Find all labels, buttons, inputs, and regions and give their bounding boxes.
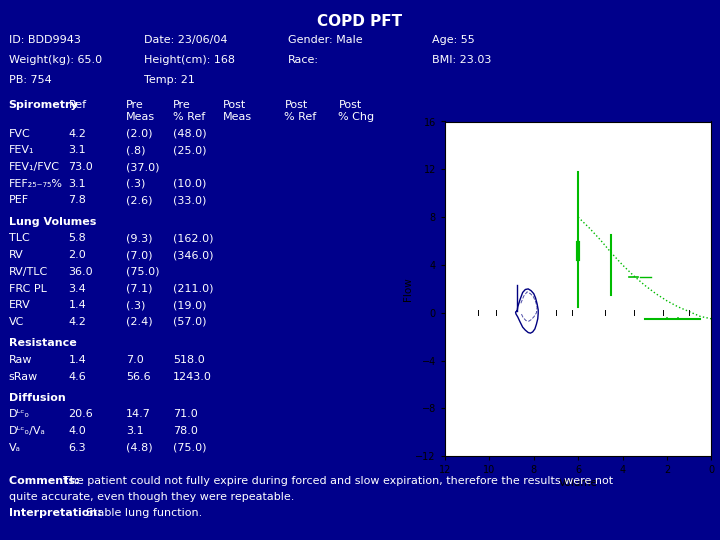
Text: (57.0): (57.0) bbox=[173, 317, 207, 327]
Text: FEV₁: FEV₁ bbox=[9, 145, 34, 156]
Text: 14.7: 14.7 bbox=[126, 409, 151, 420]
Text: (346.0): (346.0) bbox=[173, 250, 213, 260]
Text: (75.0): (75.0) bbox=[173, 443, 207, 453]
Text: 6.3: 6.3 bbox=[68, 443, 86, 453]
Text: Gender: Male: Gender: Male bbox=[288, 35, 363, 45]
Text: FRC PL: FRC PL bbox=[9, 284, 47, 294]
Text: (2.0): (2.0) bbox=[126, 129, 153, 139]
Text: 518.0: 518.0 bbox=[173, 355, 204, 365]
Text: % Chg: % Chg bbox=[338, 112, 374, 122]
Text: FEV₁/FVC: FEV₁/FVC bbox=[9, 162, 60, 172]
Text: Post: Post bbox=[338, 100, 361, 110]
Text: Pre: Pre bbox=[126, 100, 144, 110]
Text: Date: 23/06/04: Date: 23/06/04 bbox=[144, 35, 228, 45]
Text: 71.0: 71.0 bbox=[173, 409, 197, 420]
X-axis label: Volume: Volume bbox=[559, 478, 598, 488]
Text: Pre: Pre bbox=[173, 100, 191, 110]
Text: BMI: 23.03: BMI: 23.03 bbox=[432, 55, 491, 65]
Text: (211.0): (211.0) bbox=[173, 284, 213, 294]
Text: Spirometry: Spirometry bbox=[9, 100, 78, 110]
Text: (7.0): (7.0) bbox=[126, 250, 153, 260]
Text: (2.4): (2.4) bbox=[126, 317, 153, 327]
Text: 3.1: 3.1 bbox=[68, 145, 86, 156]
Text: (9.3): (9.3) bbox=[126, 233, 153, 244]
Text: 4.2: 4.2 bbox=[68, 317, 86, 327]
Text: RV: RV bbox=[9, 250, 23, 260]
Text: ID: BDD9943: ID: BDD9943 bbox=[9, 35, 81, 45]
Text: Dᴸᶜₒ/Vₐ: Dᴸᶜₒ/Vₐ bbox=[9, 426, 45, 436]
Text: 3.1: 3.1 bbox=[68, 179, 86, 189]
Text: 20.6: 20.6 bbox=[68, 409, 93, 420]
Text: sRaw: sRaw bbox=[9, 372, 38, 382]
Text: Height(cm): 168: Height(cm): 168 bbox=[144, 55, 235, 65]
Text: 4.0: 4.0 bbox=[68, 426, 86, 436]
Text: Interpretation:: Interpretation: bbox=[9, 508, 105, 518]
Text: Meas: Meas bbox=[126, 112, 155, 122]
Text: Dᴸᶜₒ: Dᴸᶜₒ bbox=[9, 409, 30, 420]
Text: 36.0: 36.0 bbox=[68, 267, 93, 277]
Text: 4.2: 4.2 bbox=[68, 129, 86, 139]
Text: Stable lung function.: Stable lung function. bbox=[86, 508, 202, 518]
Text: % Ref: % Ref bbox=[284, 112, 317, 122]
Text: Resistance: Resistance bbox=[9, 338, 76, 348]
Text: VC: VC bbox=[9, 317, 24, 327]
Text: Meas: Meas bbox=[223, 112, 252, 122]
Text: 73.0: 73.0 bbox=[68, 162, 93, 172]
Text: (162.0): (162.0) bbox=[173, 233, 213, 244]
Text: 1243.0: 1243.0 bbox=[173, 372, 212, 382]
Text: 4.6: 4.6 bbox=[68, 372, 86, 382]
Text: (.3): (.3) bbox=[126, 300, 145, 310]
Text: 1.4: 1.4 bbox=[68, 355, 86, 365]
Text: (37.0): (37.0) bbox=[126, 162, 160, 172]
Text: Race:: Race: bbox=[288, 55, 319, 65]
Text: RV/TLC: RV/TLC bbox=[9, 267, 48, 277]
Text: Comments:: Comments: bbox=[9, 476, 83, 487]
Text: The patient could not fully expire during forced and slow expiration, therefore : The patient could not fully expire durin… bbox=[63, 476, 613, 487]
Text: (19.0): (19.0) bbox=[173, 300, 207, 310]
Text: 78.0: 78.0 bbox=[173, 426, 198, 436]
Text: 7.8: 7.8 bbox=[68, 195, 86, 206]
Text: 5.8: 5.8 bbox=[68, 233, 86, 244]
Text: (48.0): (48.0) bbox=[173, 129, 207, 139]
Text: Post: Post bbox=[284, 100, 307, 110]
Text: 2.0: 2.0 bbox=[68, 250, 86, 260]
Text: FVC: FVC bbox=[9, 129, 30, 139]
Text: 3.1: 3.1 bbox=[126, 426, 143, 436]
Text: Ref: Ref bbox=[68, 100, 86, 110]
Text: COPD PFT: COPD PFT bbox=[318, 14, 402, 29]
Text: ERV: ERV bbox=[9, 300, 30, 310]
Text: (2.6): (2.6) bbox=[126, 195, 153, 206]
Text: 1.4: 1.4 bbox=[68, 300, 86, 310]
Text: (.3): (.3) bbox=[126, 179, 145, 189]
Text: 7.0: 7.0 bbox=[126, 355, 144, 365]
Text: (10.0): (10.0) bbox=[173, 179, 206, 189]
Text: Weight(kg): 65.0: Weight(kg): 65.0 bbox=[9, 55, 102, 65]
Text: Raw: Raw bbox=[9, 355, 32, 365]
Text: % Ref: % Ref bbox=[173, 112, 205, 122]
Text: Diffusion: Diffusion bbox=[9, 393, 66, 403]
Text: (75.0): (75.0) bbox=[126, 267, 160, 277]
Text: quite accurate, even though they were repeatable.: quite accurate, even though they were re… bbox=[9, 492, 294, 503]
Y-axis label: Flow: Flow bbox=[402, 277, 413, 301]
Text: Age: 55: Age: 55 bbox=[432, 35, 474, 45]
Text: TLC: TLC bbox=[9, 233, 30, 244]
Text: Lung Volumes: Lung Volumes bbox=[9, 217, 96, 227]
Text: FEF₂₅₋₇₅%: FEF₂₅₋₇₅% bbox=[9, 179, 63, 189]
Text: PB: 754: PB: 754 bbox=[9, 75, 51, 85]
Text: (33.0): (33.0) bbox=[173, 195, 206, 206]
Text: (.8): (.8) bbox=[126, 145, 145, 156]
Text: (25.0): (25.0) bbox=[173, 145, 207, 156]
Text: 3.4: 3.4 bbox=[68, 284, 86, 294]
Text: Temp: 21: Temp: 21 bbox=[144, 75, 195, 85]
Text: (4.8): (4.8) bbox=[126, 443, 153, 453]
Text: Post: Post bbox=[223, 100, 246, 110]
Text: Vₐ: Vₐ bbox=[9, 443, 21, 453]
Text: (7.1): (7.1) bbox=[126, 284, 153, 294]
Text: PEF: PEF bbox=[9, 195, 29, 206]
Text: 56.6: 56.6 bbox=[126, 372, 150, 382]
